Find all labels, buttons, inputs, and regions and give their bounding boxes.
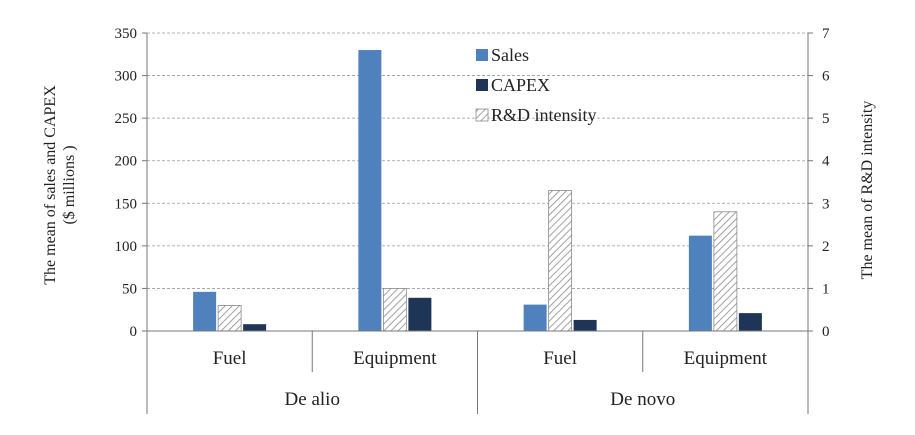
y-right-tick-label: 1 [822,281,830,297]
bar-rd-intensity [548,190,573,332]
bar-rd-intensity [713,211,738,332]
y-right-tick-label: 4 [822,154,830,170]
bar-sales [688,235,712,331]
y-right-tick-label: 5 [822,111,830,127]
x-group-label: De novo [610,389,675,410]
bar-capex [408,297,432,331]
y-right-tick-label: 2 [822,239,830,255]
y-right-tick-label: 0 [822,324,830,340]
x-category-label: Equipment [353,348,437,369]
y-left-title-line2: ($ millions ) [61,145,78,224]
y-right-title: The mean of R&D intensity [859,101,876,280]
bar-rd-intensity [382,288,407,332]
x-category-label: Equipment [684,348,768,369]
legend-swatch [476,49,488,61]
bars [193,50,762,332]
legend-swatch [475,108,489,122]
bar-sales [193,291,217,331]
legend-swatch [476,79,488,91]
bar-rd-intensity [217,305,242,332]
legend: Sales CAPEX R&D intensity [475,45,597,125]
bar-capex [573,319,597,331]
y-right-tick-label: 6 [822,69,830,85]
y-left-tick-label: 150 [115,196,138,212]
y-left-tick-label: 250 [115,111,138,127]
legend-label: CAPEX [491,75,550,95]
legend-label: Sales [491,45,529,65]
y-left-tick-label: 50 [122,281,137,297]
bar-capex [243,324,267,331]
y-left-tick-label: 200 [115,154,138,170]
y-left-tick-label: 0 [130,324,138,340]
bar-sales [358,50,382,332]
legend-label: R&D intensity [491,105,597,125]
y-left-tick-label: 300 [115,69,138,85]
x-category-label: Fuel [213,348,247,369]
y-left-title-line1: The mean of sales and CAPEX [42,85,59,285]
y-left-tick-label: 350 [115,26,138,42]
y-right-tick-label: 3 [822,196,830,212]
bar-sales [523,304,547,331]
bar-capex [738,313,762,331]
x-category-label: Fuel [543,348,577,369]
y-left-tick-label: 100 [115,239,138,255]
x-group-label: De alio [285,389,340,410]
y-right-tick-label: 7 [822,26,830,42]
